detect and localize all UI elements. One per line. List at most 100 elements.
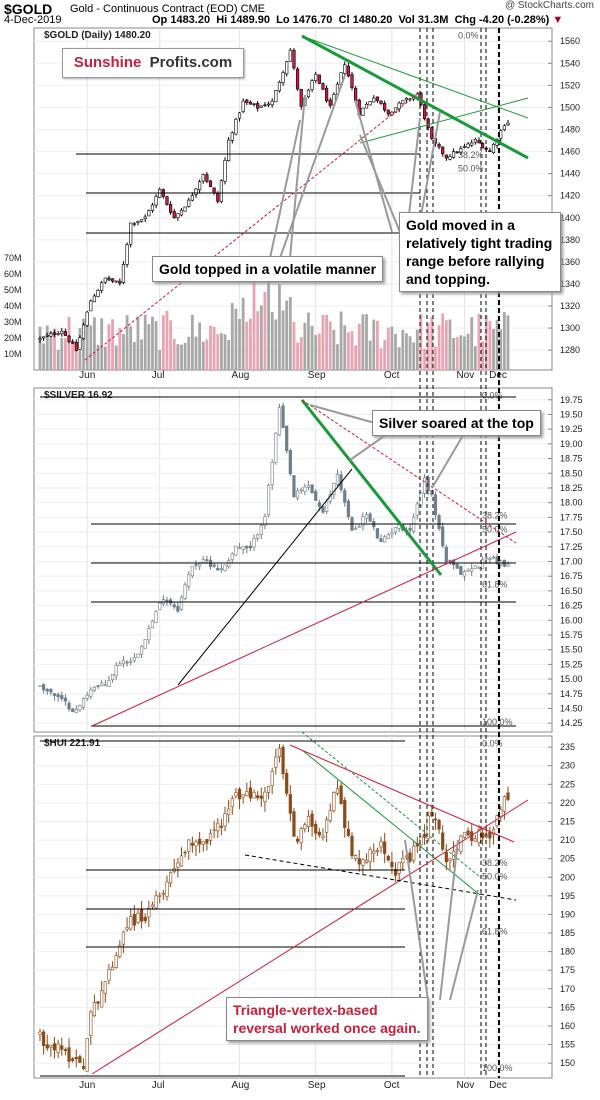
volume-bar	[317, 333, 321, 370]
candle-body	[288, 450, 292, 475]
candle-body	[67, 702, 71, 710]
candle-body	[481, 559, 485, 569]
annotation-gold-range: Gold moved in a relatively tight trading…	[399, 212, 561, 292]
candle-body	[125, 244, 129, 265]
candle-body	[321, 506, 325, 513]
candle-body	[234, 118, 238, 135]
panel-frame-silver	[33, 387, 553, 733]
candle-body	[328, 99, 332, 106]
candle-body	[60, 694, 64, 700]
candle-body	[132, 914, 136, 926]
candle-body	[256, 103, 260, 109]
candle-body	[114, 955, 118, 968]
candle-body	[408, 852, 412, 862]
x-tick-label: Oct	[384, 370, 400, 381]
volume-bar	[140, 339, 143, 370]
volume-bar	[484, 315, 488, 370]
candle-body	[288, 49, 292, 62]
trend-line-hui	[289, 744, 515, 843]
candle-body	[118, 663, 122, 667]
y-tick-label: 1440	[560, 169, 580, 179]
candle-body	[45, 1044, 49, 1049]
volume-bar	[270, 311, 274, 370]
volume-bar	[372, 319, 376, 370]
fib-label: 61.8%	[482, 580, 508, 590]
volume-bar	[336, 344, 339, 370]
candle-body	[245, 546, 249, 549]
volume-bar	[354, 345, 358, 370]
candle-body	[426, 118, 430, 128]
candle-body	[154, 895, 158, 909]
candle-body	[462, 832, 467, 838]
candle-body	[125, 661, 129, 664]
candle-body	[451, 151, 456, 158]
candle-body	[78, 705, 82, 711]
x-tick-label: Jul	[152, 1080, 165, 1091]
candle-body	[310, 80, 314, 91]
y-tick-label: 16.75	[560, 571, 583, 581]
y-tick-label: 1520	[560, 80, 580, 90]
candle-body	[147, 908, 151, 918]
candle-body	[172, 211, 176, 218]
candle-body	[241, 100, 245, 112]
candle-body	[216, 567, 220, 571]
volume-bar	[430, 316, 434, 370]
fib-label: 100.0%	[482, 1063, 513, 1073]
x-tick-label: Jul	[152, 370, 165, 381]
candle-body	[252, 538, 256, 548]
annotation-pointer	[449, 889, 479, 1001]
candle-body	[299, 489, 303, 492]
candle-body	[52, 332, 57, 335]
candle-body	[303, 824, 307, 829]
candle-body	[477, 566, 481, 569]
candle-body	[386, 855, 390, 861]
candle-body	[444, 154, 448, 159]
candle-body	[303, 486, 307, 492]
candle-body	[176, 605, 180, 612]
volume-tick-label: 20M	[4, 333, 22, 343]
volume-bar	[219, 333, 223, 370]
candle-body	[96, 290, 100, 297]
candle-body	[237, 112, 242, 119]
candle-body	[129, 222, 133, 245]
candle-body	[325, 501, 329, 512]
candle-body	[208, 180, 213, 187]
volume-bar	[172, 338, 176, 370]
candle-body	[179, 209, 184, 216]
x-tick-label: Sep	[308, 1080, 326, 1091]
volume-bar	[495, 319, 499, 370]
volume-bar	[412, 342, 416, 370]
candle-body	[422, 104, 427, 120]
candle-body	[462, 146, 467, 148]
trend-line-hui	[244, 854, 517, 901]
candle-body	[368, 849, 372, 863]
fib-label: 0.0%	[482, 738, 503, 748]
candle-body	[259, 525, 263, 535]
candle-body	[234, 792, 238, 797]
candle-body	[183, 851, 187, 854]
candle-body	[346, 828, 350, 836]
volume-bar	[285, 300, 289, 370]
volume-bar	[350, 330, 354, 370]
candle-body	[281, 746, 285, 775]
y-tick-label: 215	[560, 817, 575, 827]
candle-body	[205, 174, 209, 182]
volume-bar	[390, 326, 394, 370]
candle-body	[383, 103, 387, 111]
candle-body	[158, 895, 162, 897]
volume-bar	[198, 322, 202, 370]
candle-body	[466, 143, 470, 148]
y-tick-label: 18.25	[560, 483, 583, 493]
trend-line-silver	[91, 531, 517, 727]
y-tick-label: 1340	[560, 279, 580, 289]
volume-bar	[357, 323, 361, 370]
y-tick-label: 165	[560, 1002, 575, 1012]
x-tick-label: Nov	[456, 370, 474, 381]
volume-bar	[419, 313, 423, 370]
volume-bar	[118, 328, 122, 370]
candle-body	[129, 660, 133, 663]
volume-bar	[245, 321, 249, 370]
volume-bar	[161, 315, 165, 370]
gold-range-line-4: and topping.	[406, 271, 490, 287]
